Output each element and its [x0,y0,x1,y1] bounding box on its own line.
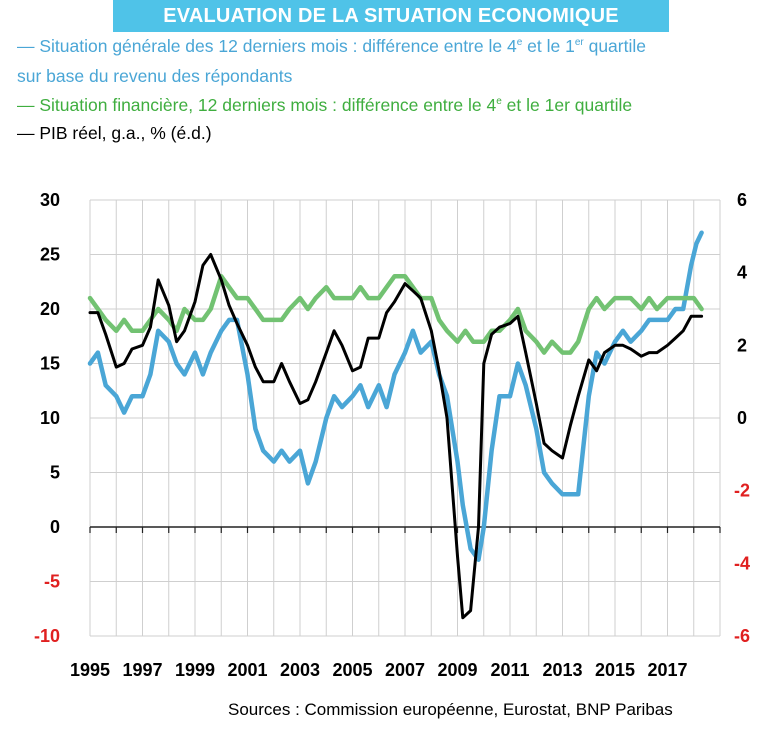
x-tick-label: 2013 [542,660,582,680]
y-right-tick-label: -2 [734,481,750,501]
source-note: Sources : Commission européenne, Eurosta… [228,700,673,719]
x-tick-label: 2005 [332,660,372,680]
x-tick-label: 2009 [437,660,477,680]
y-right-tick-label: -4 [734,553,750,573]
y-left-tick-label: 10 [40,408,60,428]
y-right-tick-label: 4 [737,263,747,283]
y-left-tick-label: 20 [40,299,60,319]
x-tick-label: 2017 [647,660,687,680]
x-tick-label: 2001 [227,660,267,680]
series-line-pib-reel [88,253,704,620]
y-left-tick-label: 25 [40,245,60,265]
y-right-tick-label: 2 [737,335,747,355]
y-left-tick-label: -5 [44,572,60,592]
y-left-tick-label: 0 [50,517,60,537]
chart-title-banner: EVALUATION DE LA SITUATION ECONOMIQUE [113,0,669,32]
x-tick-label: 2003 [280,660,320,680]
legend-green-text-b: et le 1er quartile [501,95,633,115]
series-line-situation-generale [87,230,704,562]
x-tick-label: 1997 [122,660,162,680]
x-tick-label: 1999 [175,660,215,680]
legend-green-series: — Situation financière, 12 derniers mois… [17,93,632,117]
y-left-tick-label: 15 [40,354,60,374]
x-tick-label: 1995 [70,660,110,680]
x-tick-label: 2011 [490,660,529,680]
series-line-situation-financiere [87,274,704,355]
chart-grid [89,199,721,637]
x-tick-label: 2007 [385,660,425,680]
y-right-tick-label: 0 [737,408,747,428]
legend-green-sup: e [496,96,502,108]
y-left-tick-label: -10 [34,626,60,646]
y-right-tick-label: 6 [737,190,747,210]
legend-black-series: — PIB réel, g.a., % (é.d.) [17,123,212,143]
chart-axes [89,526,721,533]
y-right-tick-label: -6 [734,626,750,646]
y-left-tick-label: 5 [50,463,60,483]
legend-blue-series: — Situation générale des 12 derniers moi… [17,34,646,58]
legend-blue-sup-2: er [574,37,584,49]
legend-blue-text-b: et le 1 [522,36,575,56]
legend-blue-series-line2: sur base du revenu des répondants [17,66,293,86]
legend-blue-sup-1: e [516,37,523,49]
legend-green-text-a: — Situation financière, 12 derniers mois… [17,95,497,115]
y-left-tick-label: 30 [40,190,60,210]
chart-series [87,230,704,620]
legend-blue-text-a: — Situation générale des 12 derniers moi… [17,36,517,56]
x-tick-label: 2015 [595,660,635,680]
legend-blue-text-c: quartile [583,36,646,56]
